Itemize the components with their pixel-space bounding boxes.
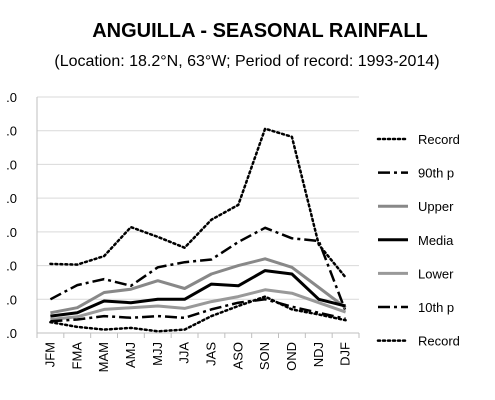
plot-area: .0 .0 .0 .0 .0 .0 .0 .0 JFM FMA MAM AMJ MJJ JJA JAS AS…: [6, 90, 360, 373]
y-tick-label: .0: [6, 157, 17, 172]
x-tick-label: MJJ: [150, 342, 165, 366]
x-tick-label: OND: [284, 342, 299, 371]
x-axis-tick-labels: JFM FMA MAM AMJ MJJ JJA JAS ASO SON OND NDJ DJF: [42, 342, 352, 373]
y-tick-label: .0: [6, 326, 17, 341]
y-tick-label: .0: [6, 124, 17, 139]
series-line: [50, 288, 347, 321]
x-tick-label: SON: [257, 342, 272, 370]
x-tick-label: JAS: [203, 342, 218, 366]
gridlines: [37, 96, 359, 300]
series-line: [49, 127, 347, 279]
x-tick-label: MAM: [96, 342, 111, 372]
series-line: [50, 298, 346, 323]
series-line: [50, 257, 347, 315]
x-tick-label: JJA: [177, 342, 192, 364]
x-tick-label: DJF: [338, 342, 353, 366]
series-line: [49, 295, 347, 333]
legend: Record 90th p Upper Media Lower 10th p Record: [376, 132, 460, 349]
series-lines: [49, 127, 347, 333]
legend-label: 10th p: [418, 300, 454, 315]
y-axis-tick-labels: .0 .0 .0 .0 .0 .0 .0 .0: [6, 90, 17, 341]
y-tick-label: .0: [6, 191, 17, 206]
legend-label: Media: [418, 233, 454, 248]
y-tick-label: .0: [6, 259, 17, 274]
legend-label: Record: [418, 132, 460, 147]
x-tick-label: JFM: [42, 342, 57, 367]
y-tick-label: .0: [6, 90, 17, 105]
y-tick-label: .0: [6, 225, 17, 240]
axes: [36, 97, 360, 338]
chart-title: ANGUILLA - SEASONAL RAINFALL: [92, 20, 428, 42]
x-tick-label: ASO: [230, 342, 245, 369]
series-line: [49, 226, 347, 312]
x-tick-label: FMA: [69, 342, 84, 370]
legend-label: Record: [418, 334, 460, 349]
chart-subtitle: (Location: 18.2°N, 63°W; Period of recor…: [54, 53, 439, 70]
x-tick-label: AMJ: [123, 342, 138, 368]
legend-label: Upper: [418, 199, 454, 214]
series-line: [50, 269, 346, 318]
y-tick-label: .0: [6, 292, 17, 307]
legend-label: 90th p: [418, 166, 454, 181]
x-tick-label: NDJ: [311, 342, 326, 367]
legend-label: Lower: [418, 266, 454, 281]
